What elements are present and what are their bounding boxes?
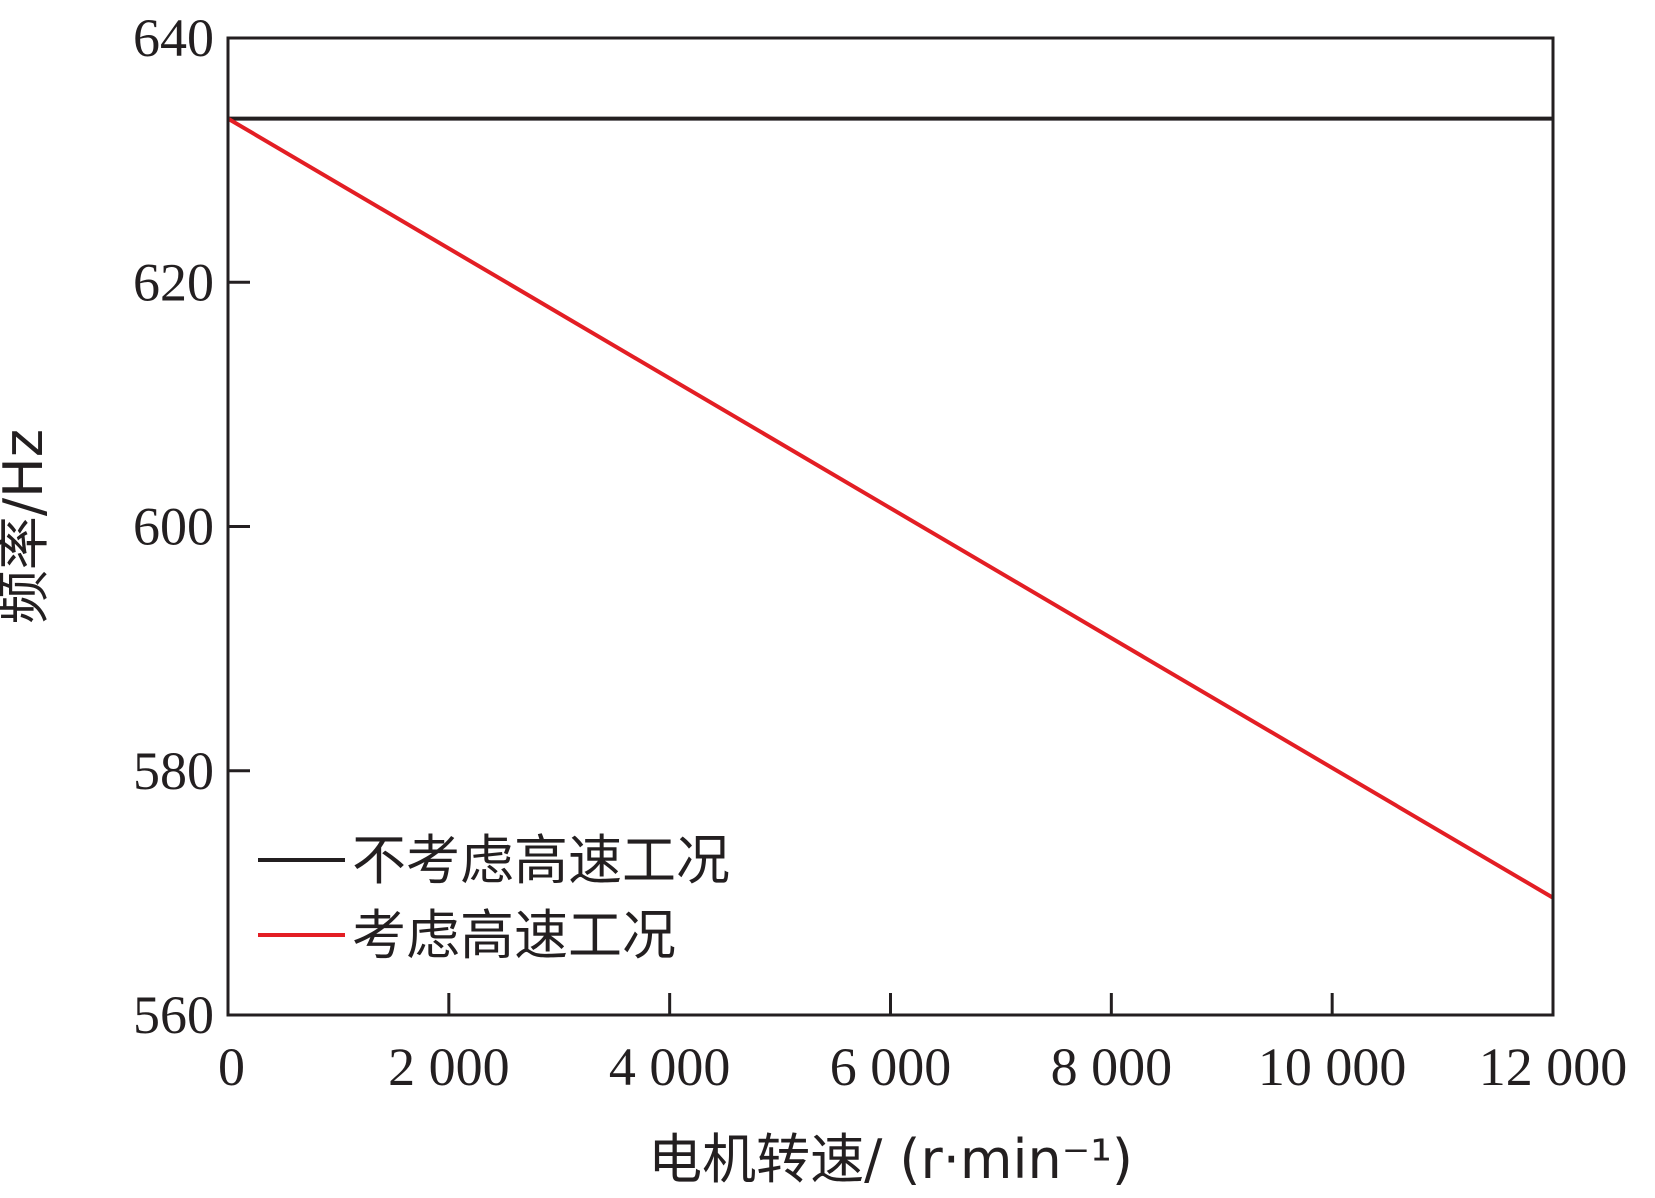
y-tick-label-4: 640 bbox=[133, 8, 214, 68]
x-tick-label-2: 4 000 bbox=[609, 1037, 731, 1097]
x-tick-label-6: 12 000 bbox=[1479, 1037, 1628, 1097]
y-tick-label-0: 560 bbox=[133, 985, 214, 1045]
legend-label-series-1: 不考虑高速工况 bbox=[352, 829, 730, 892]
x-tick-label-3: 6 000 bbox=[830, 1037, 952, 1097]
y-tick-label-3: 620 bbox=[133, 252, 214, 312]
y-tick-label-2: 600 bbox=[133, 497, 214, 557]
x-tick-label-5: 10 000 bbox=[1258, 1037, 1407, 1097]
y-axis-title: 频率/Hz bbox=[0, 429, 55, 624]
series-lines bbox=[226, 116, 1555, 900]
legend: 不考虑高速工况 考虑高速工况 bbox=[258, 829, 730, 967]
plot-frame bbox=[226, 36, 1555, 1017]
x-tick-label-1: 2 000 bbox=[388, 1037, 510, 1097]
x-tick-label-4: 8 000 bbox=[1051, 1037, 1173, 1097]
tick-labels: 0 2 000 4 000 6 000 8 000 10 000 12 000 560 580 6… bbox=[133, 8, 1627, 1097]
y-tick-label-1: 580 bbox=[133, 741, 214, 801]
x-tick-label-0: 0 bbox=[218, 1037, 245, 1097]
series-line-2 bbox=[226, 116, 1555, 900]
x-axis-title: 电机转速/ (r·min⁻¹) bbox=[648, 1128, 1133, 1191]
legend-label-series-2: 考虑高速工况 bbox=[352, 904, 676, 967]
